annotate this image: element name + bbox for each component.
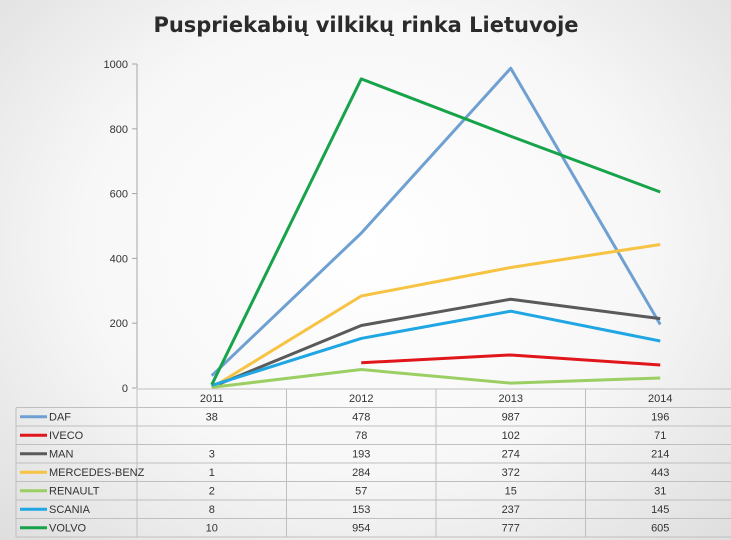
- table-cell: 3: [209, 449, 215, 461]
- category-label: 2014: [648, 393, 672, 405]
- y-tick-label: 0: [122, 383, 128, 395]
- legend-label-man: MAN: [49, 449, 74, 461]
- table-cell: 78: [355, 430, 367, 442]
- y-tick-label: 400: [110, 253, 128, 265]
- table-cell: 777: [502, 523, 520, 535]
- plot-area: [210, 66, 662, 389]
- legend-label-renault: RENAULT: [49, 486, 100, 498]
- series-line-renault: [211, 368, 661, 389]
- table-cell: 214: [651, 449, 669, 461]
- table-cell: 10: [206, 523, 218, 535]
- category-label: 2013: [499, 393, 523, 405]
- y-tick-label: 600: [110, 189, 128, 201]
- category-label: 2011: [200, 393, 224, 405]
- table-cell: 237: [502, 504, 520, 516]
- y-tick-label: 1000: [104, 59, 128, 71]
- table-cell: 954: [352, 523, 370, 535]
- table-cell: 145: [651, 504, 669, 516]
- series-line-volvo: [210, 77, 661, 386]
- y-tick-label: 200: [110, 318, 128, 330]
- series-line-iveco: [361, 353, 661, 367]
- table-cell: 274: [502, 449, 520, 461]
- table-cell: 102: [502, 430, 520, 442]
- y-tick-label: 800: [110, 124, 128, 136]
- table-cell: 605: [651, 523, 669, 535]
- table-cell: 8: [209, 504, 215, 516]
- legend-label-volvo: VOLVO: [49, 523, 87, 535]
- table-cell: 38: [206, 412, 218, 424]
- table-cell: 443: [651, 467, 669, 479]
- table-cell: 372: [502, 467, 520, 479]
- table-cell: 478: [352, 412, 370, 424]
- legend-label-mercedes-benz: MERCEDES-BENZ: [49, 467, 145, 479]
- table-cell: 1: [209, 467, 215, 479]
- table-cell: 196: [651, 412, 669, 424]
- table-cell: 2: [209, 486, 215, 498]
- category-label: 2012: [349, 393, 373, 405]
- legend-label-scania: SCANIA: [49, 504, 91, 516]
- chart-title: Puspriekabių vilkikų rinka Lietuvoje: [153, 13, 578, 37]
- table-cell: 71: [654, 430, 666, 442]
- table-cell: 15: [505, 486, 517, 498]
- series-line-mercedes-benz: [210, 242, 661, 389]
- legend-label-daf: DAF: [49, 412, 71, 424]
- table-cell: 987: [502, 412, 520, 424]
- table-cell: 31: [654, 486, 666, 498]
- table-cell: 57: [355, 486, 367, 498]
- legend-label-iveco: IVECO: [49, 430, 84, 442]
- y-axis: 0 200 400 600 800 1000: [104, 59, 138, 395]
- table-cell: 284: [352, 467, 370, 479]
- table-cell: 153: [352, 504, 370, 516]
- series-line-scania: [211, 309, 661, 387]
- table-cell: 193: [352, 449, 370, 461]
- series-line-man: [211, 297, 661, 389]
- series-line-daf: [210, 66, 662, 377]
